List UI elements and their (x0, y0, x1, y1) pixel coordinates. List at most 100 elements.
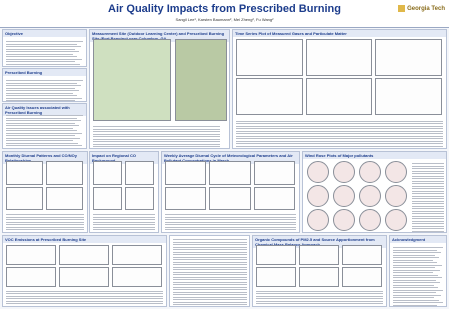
text-line (6, 41, 83, 42)
section: Objective (2, 29, 87, 67)
text-line (256, 293, 383, 295)
text-line (412, 228, 444, 229)
text-line (6, 216, 84, 218)
text-line (93, 224, 155, 226)
section: Time Series Plot of Measured Gases and P… (232, 29, 447, 149)
text-line (236, 130, 443, 132)
text-line (93, 126, 220, 128)
text-line (412, 195, 444, 197)
section-title: VOC Emissions at Prescribed Burning Site (3, 236, 166, 243)
text-line (6, 221, 84, 223)
text-line (93, 136, 220, 138)
figure (125, 186, 154, 211)
wind-rose (359, 161, 381, 183)
text-line (6, 147, 76, 148)
wind-rose (385, 161, 407, 183)
wind-rose (385, 185, 407, 207)
text-line (393, 297, 434, 298)
text-line (393, 289, 443, 291)
text-line (393, 287, 438, 288)
text-line (393, 304, 437, 306)
text-line (412, 168, 444, 169)
text-line (173, 254, 247, 255)
text-line (6, 224, 84, 226)
text-line (412, 218, 444, 219)
text-line (93, 221, 155, 223)
text-line (412, 210, 444, 212)
text-line (173, 299, 247, 300)
wind-rose (333, 185, 355, 207)
text-line (6, 61, 75, 62)
text-line (412, 223, 444, 224)
text-line (412, 205, 444, 207)
text-line (6, 46, 81, 47)
text-line (165, 229, 296, 231)
text-line (173, 269, 247, 270)
text-line (256, 295, 383, 297)
text-line (6, 293, 163, 295)
text-line (6, 92, 73, 94)
text-line (93, 141, 220, 143)
figure (256, 245, 296, 265)
figure (305, 78, 373, 116)
text-line (393, 274, 438, 276)
section: Weekly Average Diurnal Cycle of Meteorol… (161, 151, 300, 233)
section-title: Time Series Plot of Measured Gases and P… (233, 30, 446, 37)
text-line (173, 256, 247, 258)
wind-rose (359, 185, 381, 207)
text-line (412, 213, 444, 214)
text-line (412, 203, 444, 204)
text-line (6, 226, 84, 228)
section-title: Prescribed Burning (3, 69, 86, 76)
text-line (93, 216, 155, 218)
text-line (393, 294, 441, 296)
text-line (412, 183, 444, 184)
figure (6, 266, 56, 287)
text-line (173, 239, 247, 240)
section: Air Quality Issues associated with Presc… (2, 103, 87, 149)
text-line (6, 80, 83, 81)
text-line (173, 271, 247, 273)
text-line (165, 221, 296, 223)
figure (209, 186, 251, 211)
figure (342, 245, 382, 265)
section-title: Air Quality Issues associated with Presc… (3, 104, 86, 116)
text-line (6, 82, 77, 84)
text-line (6, 303, 163, 305)
text-line (173, 274, 247, 275)
text-line (412, 165, 444, 167)
figure (165, 186, 207, 211)
text-line (393, 252, 441, 253)
text-line (6, 100, 75, 101)
text-line (6, 58, 82, 60)
text-line (256, 298, 383, 300)
text-line (393, 262, 437, 263)
text-line (236, 140, 443, 142)
wind-rose (307, 209, 329, 231)
text-line (412, 208, 444, 209)
text-line (173, 294, 247, 295)
figure (6, 186, 43, 211)
figure (6, 245, 56, 265)
text-line (6, 115, 83, 116)
text-line (6, 298, 163, 300)
wind-rose (307, 161, 329, 183)
figure (305, 39, 373, 77)
figure (112, 245, 162, 265)
text-line (412, 215, 444, 217)
text-line (412, 170, 444, 172)
text-line (173, 249, 247, 250)
text-line (173, 279, 247, 280)
figure (299, 266, 339, 287)
text-line (6, 85, 81, 86)
figure (375, 78, 442, 116)
text-line (173, 284, 247, 285)
text-line (93, 146, 220, 148)
text-line (412, 188, 444, 189)
text-line (93, 219, 155, 221)
text-line (236, 133, 443, 135)
text-line (412, 180, 444, 182)
text-line (165, 226, 296, 228)
text-line (165, 224, 296, 226)
figure (93, 161, 122, 185)
